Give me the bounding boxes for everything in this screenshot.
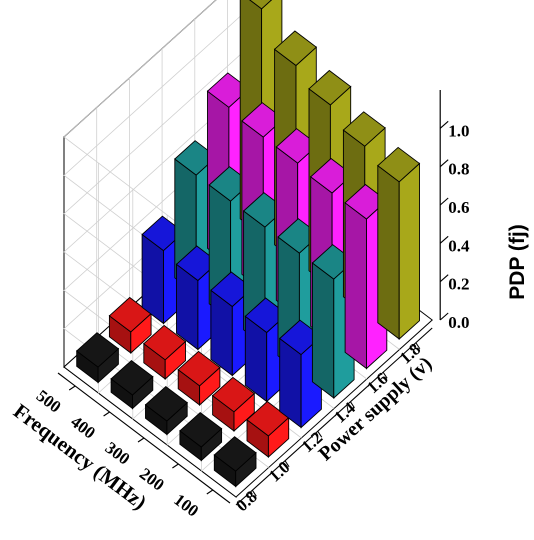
bar-top-face — [143, 324, 187, 361]
bar-top-face — [108, 296, 152, 333]
bar-top-face — [177, 350, 221, 387]
bar-0.8v-500mhz — [75, 332, 120, 384]
x-tick — [251, 489, 257, 497]
bar-top-face — [211, 376, 256, 413]
bar-1.0v-500mhz — [108, 296, 152, 355]
z-tick-label: 0.4 — [448, 236, 470, 255]
x-axis-line — [235, 327, 433, 506]
bar-front-face — [398, 162, 420, 341]
bar-side-face — [344, 201, 367, 370]
z-tick — [439, 235, 449, 244]
bar-top-face — [308, 69, 352, 106]
y-tick — [206, 489, 214, 495]
x-tick — [415, 342, 421, 350]
bar-1.0v-400mhz — [143, 324, 187, 381]
bar-1.0v-200mhz — [211, 376, 256, 433]
z-tick-label: 0.0 — [448, 313, 469, 332]
bar-top-face — [377, 146, 421, 183]
y-tick — [68, 385, 76, 391]
x-tick — [349, 401, 355, 409]
bar-1.8v-100mhz — [377, 146, 421, 341]
x-tick — [317, 430, 323, 438]
y-tick — [137, 437, 145, 443]
y-tick — [172, 463, 179, 469]
y-tick — [103, 411, 110, 417]
bar-0.8v-300mhz — [144, 386, 188, 436]
bar-side-face — [377, 164, 400, 340]
z-tick — [439, 274, 449, 283]
z-tick-label: 0.2 — [448, 275, 469, 294]
bar-0.8v-400mhz — [110, 360, 154, 410]
z-tick-label: 0.8 — [448, 160, 469, 179]
bar-top-face — [144, 386, 188, 422]
bar-top-face — [213, 436, 257, 472]
bar-0.8v-100mhz — [213, 436, 257, 488]
bar-1.0v-100mhz — [246, 400, 290, 459]
x-tick — [284, 460, 290, 468]
bar-top-face — [75, 332, 120, 368]
bar-1.0v-300mhz — [177, 350, 221, 407]
z-tick-label: 0.6 — [448, 198, 469, 217]
bar-top-face — [110, 360, 154, 396]
bar-top-face — [246, 400, 290, 437]
chart-bars — [75, 0, 421, 488]
bar-top-face — [249, 0, 273, 10]
bar-top-face — [179, 412, 223, 448]
z-tick — [439, 120, 449, 129]
z-tick — [439, 312, 449, 321]
z-axis-title: PDP (fj) — [506, 224, 529, 299]
bar-side-face — [311, 262, 335, 399]
z-tick — [439, 197, 449, 206]
bar-0.8v-200mhz — [179, 412, 223, 462]
y-tick-label: 100 — [170, 490, 202, 521]
z-tick-label: 1.0 — [448, 121, 469, 140]
z-tick — [439, 159, 449, 168]
x-tick — [382, 371, 388, 379]
bar-top-face — [273, 30, 318, 67]
bar-top-face — [342, 111, 386, 147]
